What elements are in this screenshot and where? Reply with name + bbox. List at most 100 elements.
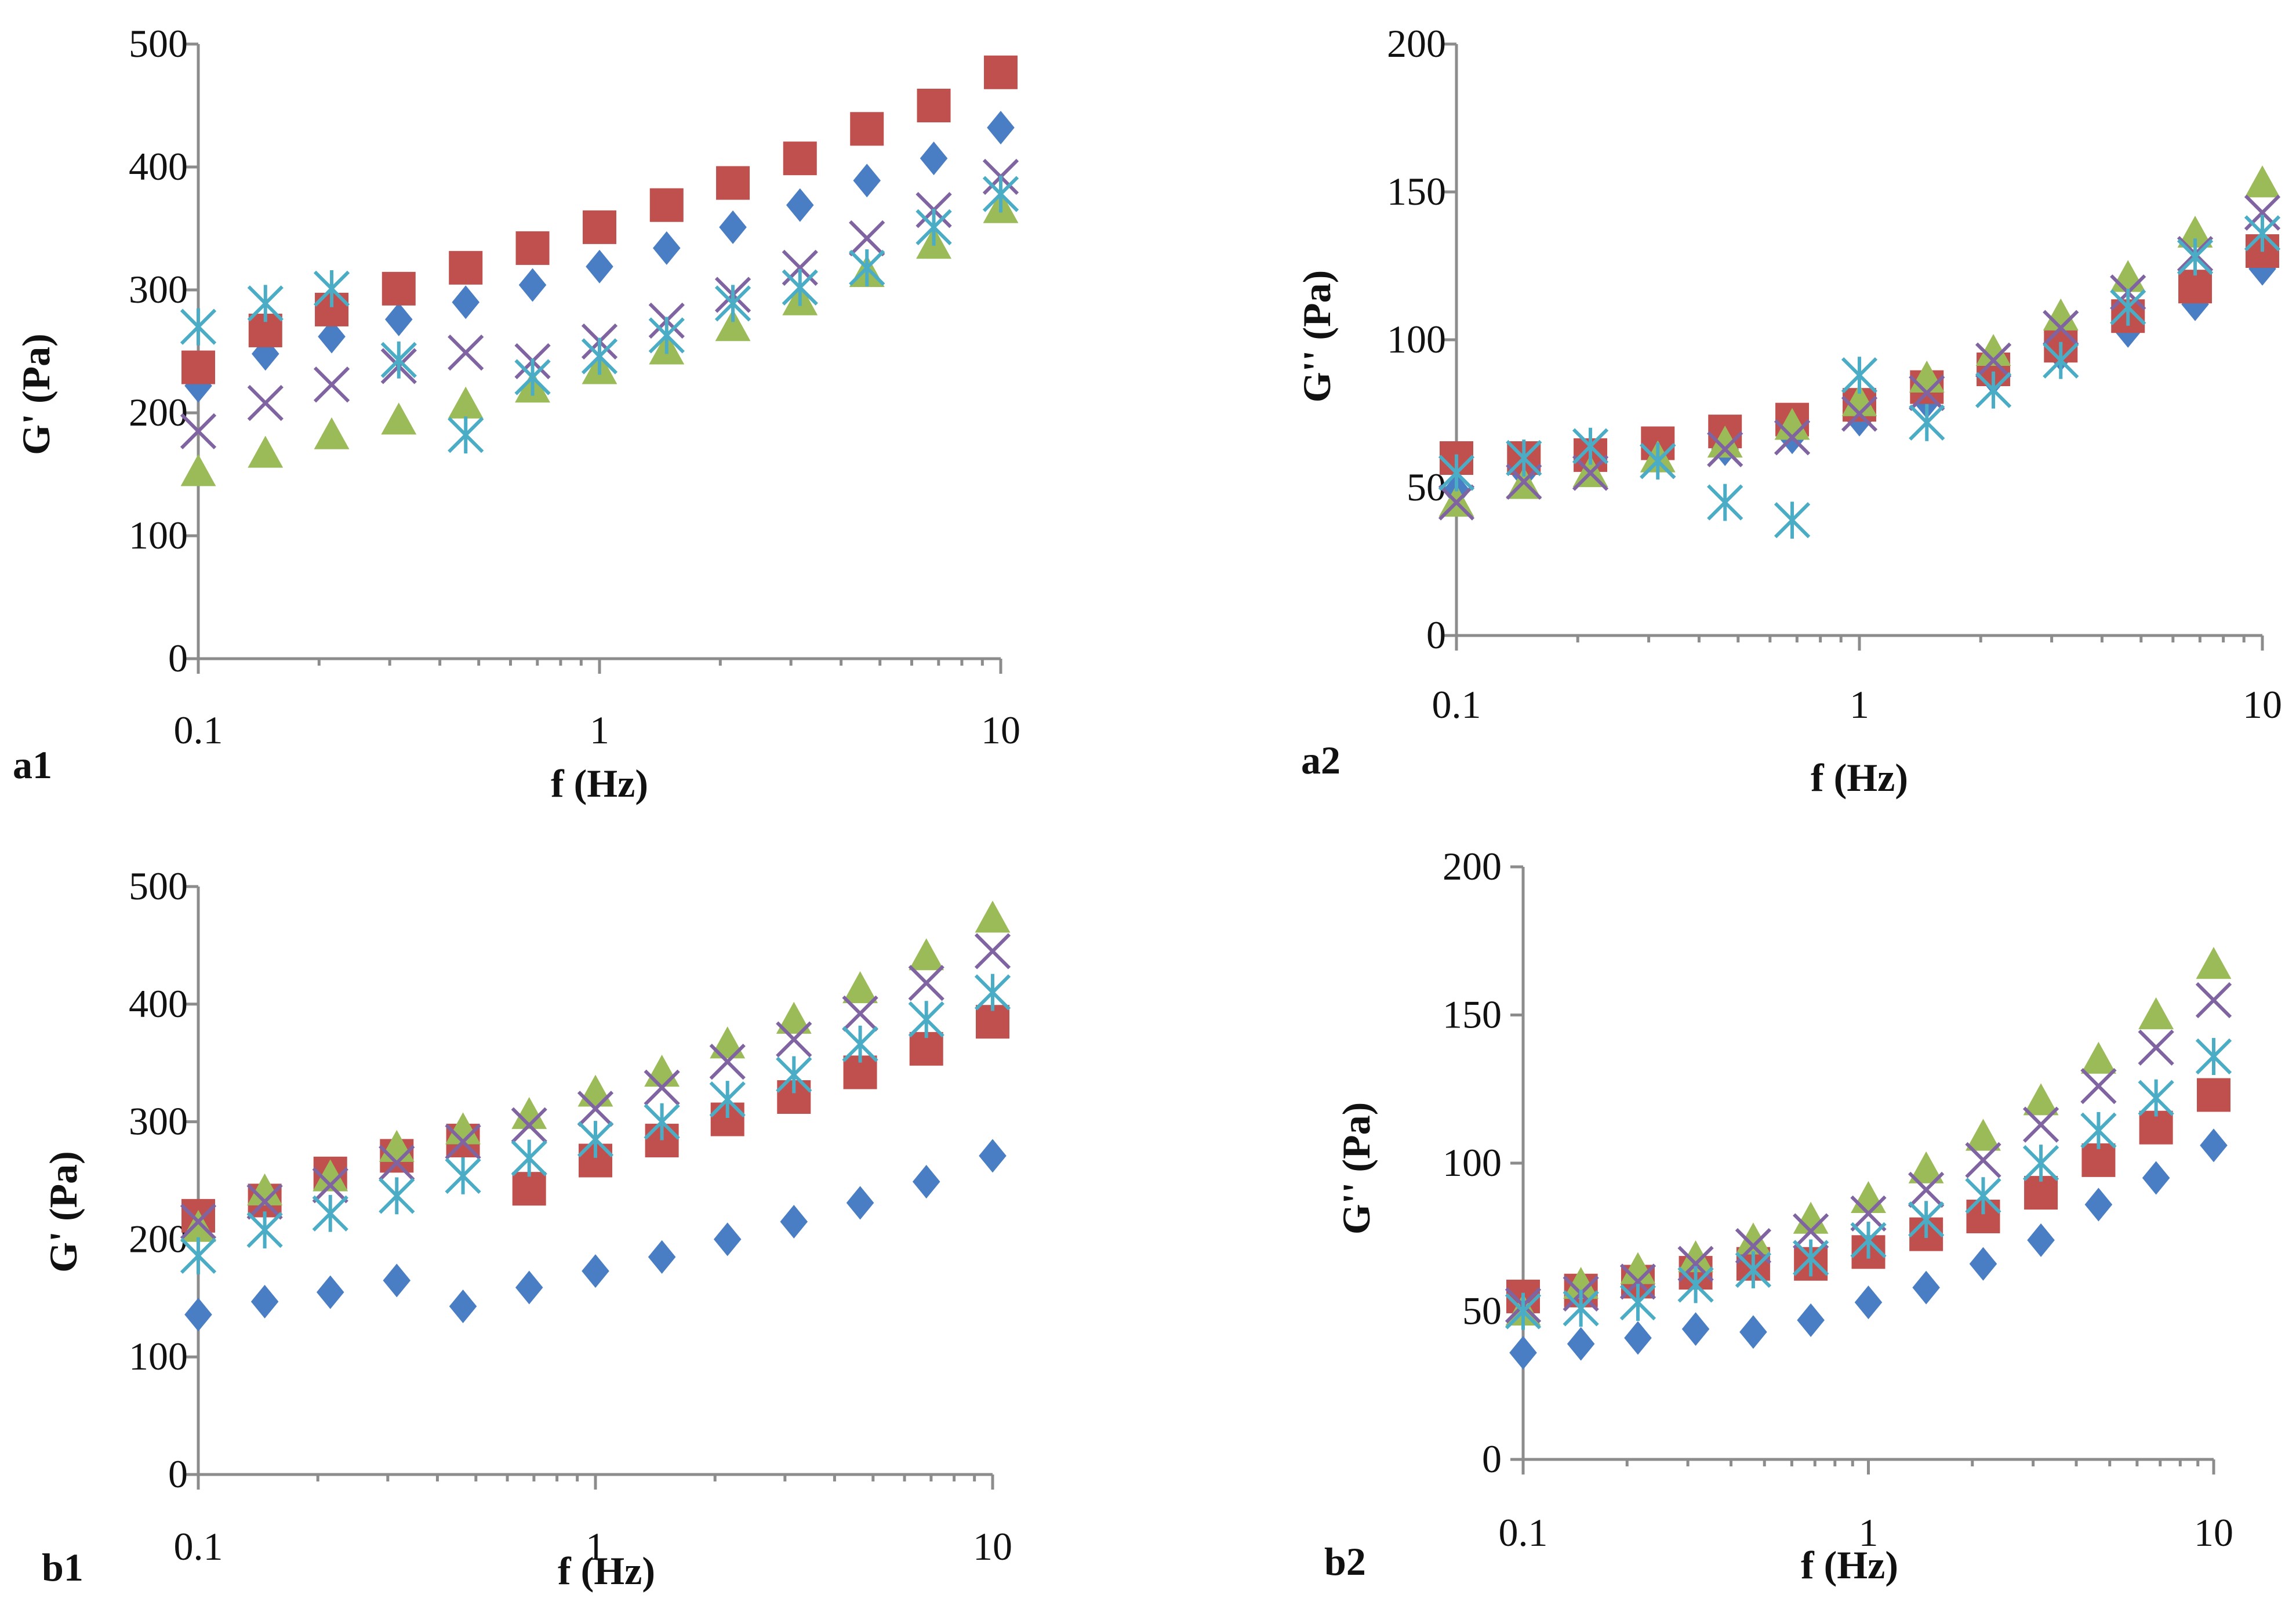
data-point [709, 1081, 746, 1118]
data-point [780, 1204, 808, 1239]
data-point [783, 141, 817, 176]
data-point [184, 1298, 212, 1332]
data-point [184, 369, 212, 403]
data-point [1975, 333, 2011, 366]
data-point [974, 933, 1011, 969]
data-point [577, 1121, 614, 1158]
data-point [2200, 1128, 2228, 1163]
data-point [1678, 1240, 1714, 1273]
data-point [1505, 1292, 1542, 1330]
y-tick-label: 100 [129, 1334, 188, 1378]
x-tick-label: 10 [973, 1524, 1012, 1568]
data-point [987, 111, 1015, 145]
data-point [2080, 1041, 2116, 1074]
y-tick-label: 300 [129, 1099, 188, 1143]
chart-panel-a1: 0 100 200 300 400 500 0.1 1 10 G' (Pa) f (Hz) a1 [13, 21, 1020, 805]
data-point [247, 1173, 283, 1205]
x-tick-label: 0.1 [1499, 1510, 1548, 1555]
data-point [2084, 1187, 2113, 1222]
data-point [917, 89, 951, 122]
y-tick-label: 500 [129, 21, 188, 66]
data-point [974, 974, 1011, 1011]
data-point [2110, 260, 2146, 292]
y-tick-label: 0 [168, 636, 188, 680]
data-point [2110, 289, 2146, 326]
series-3 [1505, 947, 2232, 1326]
data-point [1841, 357, 1878, 394]
data-point [313, 270, 350, 307]
y-tick-label: 0 [1482, 1437, 1502, 1481]
data-point [2080, 1068, 2117, 1105]
data-point [1908, 1201, 1945, 1238]
data-point [2195, 1038, 2232, 1075]
data-point [1620, 1252, 1656, 1284]
data-point [1851, 1181, 1886, 1213]
data-point [908, 1001, 944, 1038]
series-1 [1509, 1128, 2228, 1370]
data-point [382, 271, 416, 306]
data-point [511, 1096, 547, 1130]
data-point [2027, 1223, 2055, 1257]
data-point [515, 1270, 543, 1305]
y-tick-label: 200 [1443, 844, 1502, 888]
data-point [452, 285, 480, 319]
data-point [776, 1001, 812, 1034]
data-point [1909, 375, 1945, 411]
data-point [648, 317, 685, 354]
y-axis-title: G'' (Pa) [1334, 1102, 1378, 1235]
data-point [1909, 404, 1945, 441]
data-point [1850, 1221, 1887, 1259]
data-point [979, 1139, 1007, 1173]
chart-panel-b1: 0 100 200 300 400 500 0.1 1 10 G' (Pa) f (Hz) b1 [41, 864, 1012, 1593]
data-point [714, 285, 751, 322]
y-tick-label: 50 [1462, 1289, 1502, 1333]
data-point [518, 268, 547, 302]
series-5 [180, 974, 1011, 1274]
series-2 [181, 1005, 1009, 1233]
data-point [909, 938, 944, 971]
data-point [719, 210, 747, 244]
data-point [1739, 1315, 1767, 1349]
x-tick-label: 10 [2194, 1510, 2233, 1555]
y-tick-label: 500 [129, 864, 188, 908]
data-point [2195, 982, 2232, 1019]
data-point [577, 1074, 613, 1107]
data-point [1677, 1266, 1714, 1303]
data-point [1774, 419, 1811, 456]
data-point [582, 1254, 609, 1288]
data-point [1969, 1247, 1997, 1281]
x-axis-title: f (Hz) [1811, 756, 1908, 800]
x-tick-label: 10 [981, 708, 1020, 752]
y-tick-label: 0 [168, 1452, 188, 1496]
data-point [246, 1211, 283, 1249]
data-point [316, 1275, 344, 1309]
data-point [1774, 408, 1810, 440]
data-point [247, 384, 284, 422]
x-tick-label: 0.1 [1432, 682, 1481, 727]
data-point [2244, 165, 2280, 198]
series-5 [1505, 1038, 2232, 1330]
x-tick-label: 0.1 [174, 1524, 223, 1568]
data-point [842, 971, 878, 1004]
data-point [577, 1091, 614, 1127]
y-tick-label: 200 [1387, 21, 1446, 66]
data-point [716, 166, 750, 200]
data-point [1793, 1239, 1829, 1277]
y-tick-label: 200 [129, 390, 188, 434]
data-point [1975, 371, 2012, 409]
y-tick-label: 100 [129, 513, 188, 557]
data-point [512, 1172, 546, 1206]
data-point [313, 1159, 348, 1192]
data-point [850, 112, 884, 146]
x-tick-label: 10 [2243, 682, 2282, 727]
data-point [2022, 1145, 2059, 1182]
data-point [2138, 997, 2174, 1030]
data-point [776, 1021, 812, 1058]
series-2 [181, 55, 1018, 384]
x-tick-label: 1 [1850, 682, 1869, 727]
panel-label: a1 [13, 743, 52, 787]
data-point [649, 188, 684, 222]
data-point [2043, 310, 2079, 346]
x-tick-label: 1 [590, 708, 609, 752]
